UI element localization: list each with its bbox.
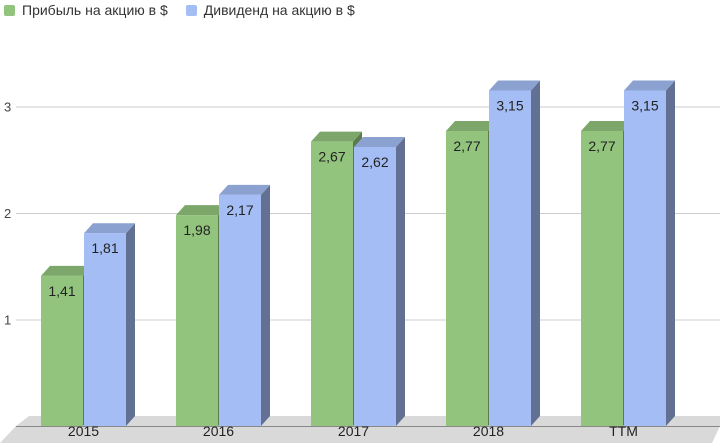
data-label-0-4: 2,77 bbox=[588, 138, 615, 154]
bar-1-0 bbox=[84, 233, 126, 426]
legend-label-dividend: Дивиденд на акцию в $ bbox=[203, 2, 355, 18]
x-tick-label-2016: 2016 bbox=[203, 423, 234, 439]
legend-swatch-dividend bbox=[185, 4, 197, 16]
data-label-1-4: 3,15 bbox=[631, 98, 658, 114]
bar-0-0 bbox=[41, 275, 83, 426]
bar-top-1-0 bbox=[84, 223, 135, 234]
data-label-0-2: 2,67 bbox=[318, 149, 345, 165]
bar-0-1 bbox=[176, 215, 218, 426]
x-tick-label-2017: 2017 bbox=[338, 423, 369, 439]
bar-top-1-1 bbox=[219, 184, 270, 195]
bar-top-1-3 bbox=[489, 80, 540, 91]
legend-item-profit: Прибыль на акцию в $ bbox=[4, 2, 168, 18]
bar-0-3 bbox=[446, 130, 488, 426]
bar-side-1-1 bbox=[261, 184, 270, 426]
bar-top-1-2 bbox=[354, 136, 405, 147]
bar-top-0-0 bbox=[41, 265, 92, 276]
bar-top-1-4 bbox=[624, 80, 675, 91]
legend-swatch-profit bbox=[4, 4, 15, 16]
x-tick-label-2015: 2015 bbox=[68, 423, 99, 439]
y-tick-label-3: 3 bbox=[4, 100, 11, 115]
data-label-1-0: 1,81 bbox=[91, 240, 118, 256]
data-label-1-3: 3,15 bbox=[496, 98, 523, 114]
bar-0-4 bbox=[581, 130, 623, 426]
bar-side-1-0 bbox=[126, 223, 135, 426]
bar-1-1 bbox=[219, 194, 261, 426]
data-label-1-1: 2,17 bbox=[226, 202, 253, 218]
bar-side-1-4 bbox=[666, 80, 675, 427]
bar-1-3 bbox=[489, 90, 531, 427]
data-label-0-1: 1,98 bbox=[183, 222, 210, 238]
data-label-0-0: 1,41 bbox=[48, 283, 75, 299]
bar-0-2 bbox=[311, 141, 353, 426]
data-label-0-3: 2,77 bbox=[453, 138, 480, 154]
bar-side-1-2 bbox=[396, 136, 405, 426]
bar-top-0-2 bbox=[311, 131, 362, 142]
bar-top-0-1 bbox=[176, 205, 227, 216]
y-tick-label-1: 1 bbox=[4, 313, 11, 328]
x-tick-label-2018: 2018 bbox=[473, 423, 504, 439]
bar-top-0-3 bbox=[446, 120, 497, 131]
bar-1-4 bbox=[624, 90, 666, 427]
bar-side-1-3 bbox=[531, 80, 540, 427]
y-tick-label-2: 2 bbox=[4, 206, 11, 221]
legend-item-dividend: Дивиденд на акцию в $ bbox=[185, 2, 355, 18]
bar-1-2 bbox=[354, 146, 396, 426]
x-tick-label-TTM: TTM bbox=[609, 423, 638, 439]
legend-label-profit: Прибыль на акцию в $ bbox=[22, 2, 168, 18]
legend: Прибыль на акцию в $ Дивиденд на акцию в… bbox=[4, 0, 355, 20]
bar-top-0-4 bbox=[581, 120, 632, 131]
data-label-1-2: 2,62 bbox=[361, 154, 388, 170]
